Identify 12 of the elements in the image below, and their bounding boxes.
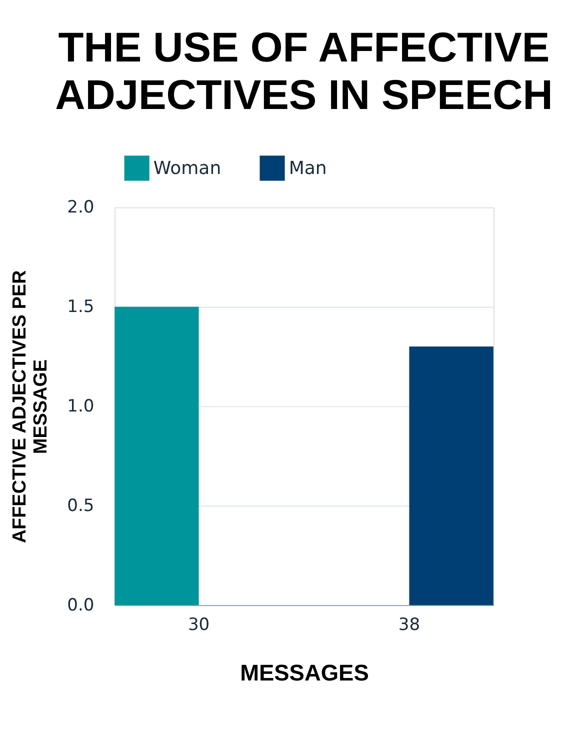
y-tick-label: 1.5 bbox=[67, 296, 94, 317]
y-tick-label: 1.0 bbox=[67, 396, 94, 416]
y-tick-label: 0.5 bbox=[67, 496, 94, 516]
legend-label: Man bbox=[288, 158, 327, 179]
chart-title: THE USE OF AFFECTIVE ADJECTIVES IN SPEECH bbox=[55, 24, 553, 118]
y-tick-label: 0.0 bbox=[67, 595, 94, 616]
y-axis-title: AFFECTIVE ADJECTIVES PER MESSAGE bbox=[9, 270, 52, 544]
x-tick-label: 30 bbox=[188, 615, 210, 636]
y-tick-label: 2.0 bbox=[67, 198, 94, 218]
x-tick-label: 38 bbox=[398, 615, 420, 636]
legend-label: Woman bbox=[153, 158, 222, 179]
x-axis-title: MESSAGES bbox=[240, 659, 369, 686]
